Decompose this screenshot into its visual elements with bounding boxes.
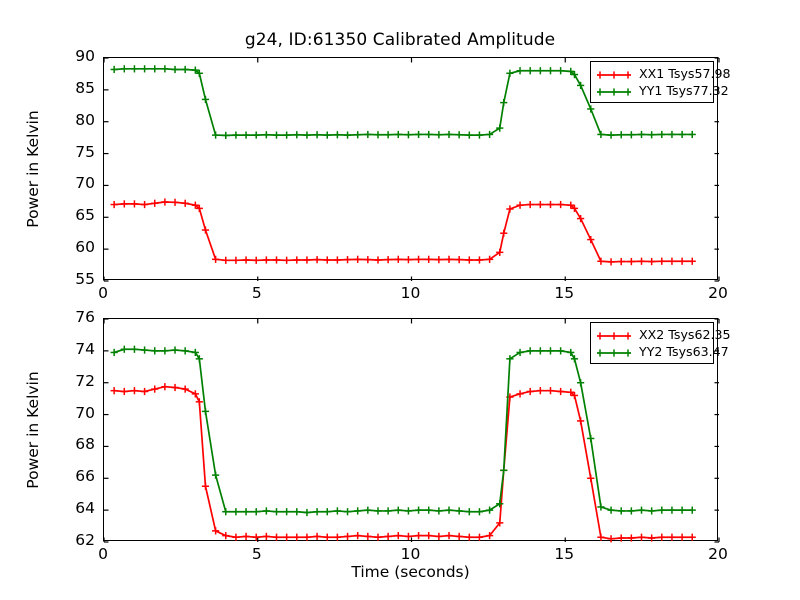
legend-line-sample-icon — [595, 328, 633, 342]
bottom-plot-legend[interactable]: XX2 Tsys62.35 YY2 Tsys63.47 — [590, 322, 731, 364]
top-plot-ylabel: Power in Kelvin — [24, 109, 42, 228]
bottom-ytick-label: 66 — [75, 467, 95, 486]
top-series-markers-yy — [110, 65, 696, 140]
bottom-ytick-label: 62 — [75, 531, 95, 549]
top-series-line-xx — [114, 201, 693, 263]
top-ytick-label: 60 — [75, 238, 95, 257]
bottom-xtick-label: 15 — [554, 545, 575, 563]
bottom-series-markers-yy — [110, 345, 696, 517]
bottom-plot-xlabel: Time (seconds) — [351, 563, 470, 581]
top-plot-legend[interactable]: XX1 Tsys57.98 YY1 Tsys77.32 — [590, 61, 731, 103]
bottom-ytick-label: 74 — [75, 339, 95, 358]
bottom-xtick-label: 5 — [251, 545, 262, 563]
bottom-legend-entry-xx[interactable]: XX2 Tsys62.35 — [595, 326, 731, 343]
top-plot-axes[interactable] — [103, 57, 720, 282]
top-ytick-label: 80 — [75, 110, 95, 129]
top-xtick-label: 15 — [554, 284, 575, 302]
bottom-plot-ylabel: Power in Kelvin — [24, 370, 42, 489]
top-ytick-label: 75 — [75, 142, 95, 161]
legend-line-sample-icon — [595, 84, 633, 98]
bottom-xtick-label: 0 — [98, 545, 108, 563]
bottom-xtick-label: 20 — [708, 545, 728, 563]
top-ytick-label: 65 — [75, 206, 95, 225]
top-plot-series-layer — [103, 57, 720, 282]
top-ytick-label: 70 — [75, 174, 95, 193]
legend-label: YY2 Tsys63.47 — [639, 343, 729, 359]
bottom-xtick-label: 10 — [400, 545, 421, 563]
bottom-plot-axes[interactable] — [103, 318, 720, 543]
top-series-markers-xx — [110, 198, 696, 266]
top-ytick-label: 85 — [75, 78, 95, 97]
bottom-series-line-xx — [114, 385, 693, 540]
legend-line-sample-icon — [595, 345, 633, 359]
bottom-ytick-label: 64 — [75, 499, 95, 518]
legend-label: YY1 Tsys77.32 — [639, 82, 729, 98]
bottom-plot-series-layer — [103, 318, 720, 543]
bottom-ytick-label: 76 — [75, 308, 95, 326]
legend-label: XX2 Tsys62.35 — [639, 326, 731, 342]
bottom-ytick-label: 68 — [75, 435, 95, 454]
figure-title: g24, ID:61350 Calibrated Amplitude — [244, 30, 556, 50]
bottom-ytick-label: 70 — [75, 403, 95, 422]
bottom-ytick-label: 72 — [75, 371, 95, 390]
bottom-legend-entry-yy[interactable]: YY2 Tsys63.47 — [595, 343, 729, 360]
legend-label: XX1 Tsys57.98 — [639, 65, 731, 81]
top-legend-entry-xx[interactable]: XX1 Tsys57.98 — [595, 65, 731, 82]
top-ytick-label: 90 — [75, 47, 95, 65]
top-ytick-label: 55 — [75, 270, 95, 288]
top-xtick-label: 20 — [708, 284, 728, 302]
top-xtick-label: 5 — [251, 284, 262, 302]
top-xtick-label: 0 — [98, 284, 108, 302]
legend-line-sample-icon — [595, 67, 633, 81]
top-xtick-label: 10 — [400, 284, 421, 302]
bottom-series-markers-xx — [110, 383, 696, 543]
top-legend-entry-yy[interactable]: YY1 Tsys77.32 — [595, 82, 729, 99]
